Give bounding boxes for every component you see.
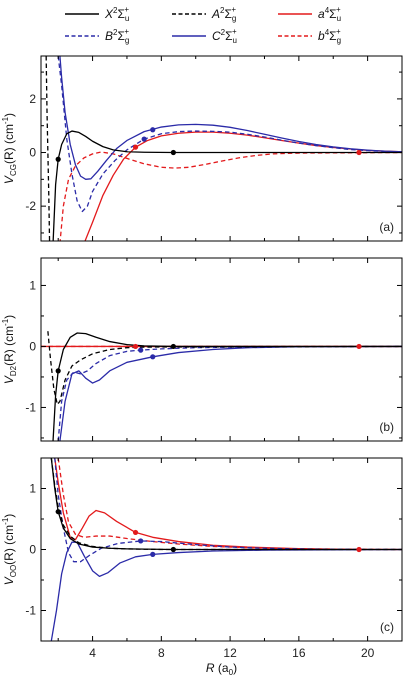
legend-entry-b: b4Σg+ [278,27,341,45]
series-line-b [59,151,402,241]
x-tick-label: 12 [223,646,237,660]
series-line-A [47,331,402,406]
legend-label-X: X2Σu+ [104,5,129,23]
y-axis-label: VOO(R) (cm-1) [1,514,18,586]
y-tick-label: 0 [29,339,36,353]
series-line-C [59,56,402,180]
panel-a: -2 0 2 VCG(R) (cm-1) (a) [1,55,403,242]
panel-tag: (c) [380,620,394,634]
series-line-A [45,56,51,241]
marker-point-a [132,529,139,536]
legend-entry-A: A2Σg+ [172,5,236,23]
y-axis-label: VD2(R) (cm-1) [1,315,18,384]
marker-point-X [55,509,61,515]
panel-c: 4 8 12 16 20 -1 0 1 VOO(R) (cm-1) (c) [1,457,403,660]
y-axis-label: VCG(R) (cm-1) [1,113,18,184]
series-line-X [50,458,402,551]
series-line-X [52,130,402,241]
marker-point-B [141,136,147,142]
marker-point-C [150,354,156,360]
marker-point-X [170,149,176,156]
x-tick-label: 16 [292,646,306,660]
y-tick-label: 0 [29,146,36,160]
series-line-b [57,458,402,551]
legend-label-a: a4Σu+ [318,5,341,23]
y-tick-label: 1 [29,482,36,496]
plot-area [45,56,402,241]
y-tick-label: 2 [29,92,36,106]
marker-point-X [170,546,176,553]
y-tick-label: 1 [29,278,36,292]
axes-frame [40,257,403,442]
x-tick-label: 20 [361,646,375,660]
legend: X2Σu+ A2Σg+ a4Σu+ B2Σg+ C2Σu+ b4Σg+ [65,5,341,45]
marker-point-a [356,149,362,156]
series-line-B [57,345,402,441]
marker-point-X [170,343,176,350]
series-line-B [54,458,402,563]
marker-point-a [132,343,139,350]
legend-label-A: A2Σg+ [211,5,236,23]
marker-point-a [356,546,362,553]
marker-point-B [138,347,144,353]
marker-point-C [150,127,156,133]
series-line-C [59,345,402,441]
series-line-B [57,56,402,213]
x-axis-label: R (a0) [206,661,237,677]
marker-point-B [138,538,144,544]
marker-point-X [55,368,61,374]
marker-point-a [356,343,362,350]
legend-label-C: C2Σu+ [212,27,237,45]
plot-area [50,458,402,641]
y-tick-label: -2 [25,199,36,213]
y-tick-label: -1 [25,604,36,618]
legend-label-B: B2Σg+ [105,27,129,45]
series-line-C [50,541,402,641]
panel-tag: (a) [379,220,394,234]
legend-entry-B: B2Σg+ [65,27,129,45]
legend-entry-C: C2Σu+ [172,27,237,45]
panel-b: -1 0 1 VD2(R) (cm-1) (b) [1,257,403,442]
plot-area [41,331,402,441]
y-tick-label: -1 [25,400,36,414]
legend-label-b: b4Σg+ [318,27,341,45]
marker-point-X [55,156,61,162]
x-tick-label: 8 [158,646,165,660]
legend-entry-a: a4Σu+ [278,5,341,23]
panel-tag: (b) [379,420,394,434]
legend-entry-X: X2Σu+ [65,5,129,23]
marker-point-C [150,551,156,557]
x-tick-label: 4 [89,646,96,660]
panels: -2 0 2 VCG(R) (cm-1) (a) -1 0 1 VD2(R) (cm-1) (b)… [1,55,403,660]
marker-point-a [132,144,139,150]
series-line-a [54,458,402,551]
x-axis-label-text: R (a0) [206,661,237,677]
y-tick-label: 0 [29,543,36,557]
axes-frame [40,55,403,242]
